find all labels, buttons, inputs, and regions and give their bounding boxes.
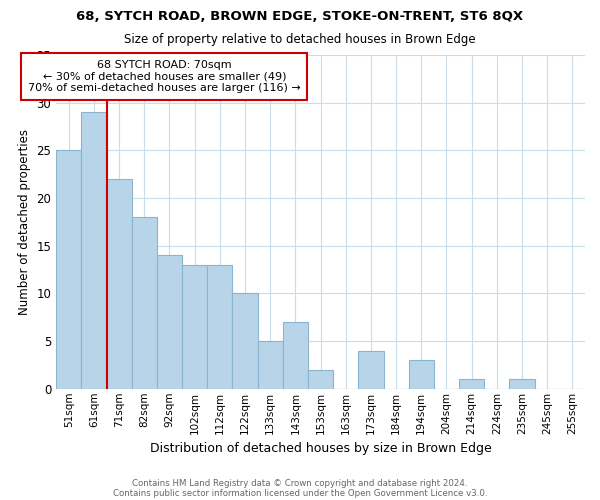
- Bar: [308, 370, 333, 389]
- Bar: [409, 360, 434, 389]
- Text: Size of property relative to detached houses in Brown Edge: Size of property relative to detached ho…: [124, 32, 476, 46]
- Text: 68 SYTCH ROAD: 70sqm
← 30% of detached houses are smaller (49)
70% of semi-detac: 68 SYTCH ROAD: 70sqm ← 30% of detached h…: [28, 60, 301, 93]
- Text: Contains public sector information licensed under the Open Government Licence v3: Contains public sector information licen…: [113, 488, 487, 498]
- Bar: [107, 179, 132, 389]
- Bar: [509, 379, 535, 389]
- Bar: [132, 217, 157, 389]
- Bar: [82, 112, 107, 389]
- Bar: [157, 256, 182, 389]
- Bar: [232, 294, 257, 389]
- Bar: [207, 265, 232, 389]
- Bar: [182, 265, 207, 389]
- Bar: [358, 350, 383, 389]
- Bar: [56, 150, 82, 389]
- Y-axis label: Number of detached properties: Number of detached properties: [18, 129, 31, 315]
- Bar: [459, 379, 484, 389]
- Text: 68, SYTCH ROAD, BROWN EDGE, STOKE-ON-TRENT, ST6 8QX: 68, SYTCH ROAD, BROWN EDGE, STOKE-ON-TRE…: [76, 10, 524, 23]
- Text: Contains HM Land Registry data © Crown copyright and database right 2024.: Contains HM Land Registry data © Crown c…: [132, 478, 468, 488]
- Bar: [257, 341, 283, 389]
- Bar: [283, 322, 308, 389]
- X-axis label: Distribution of detached houses by size in Brown Edge: Distribution of detached houses by size …: [150, 442, 491, 455]
